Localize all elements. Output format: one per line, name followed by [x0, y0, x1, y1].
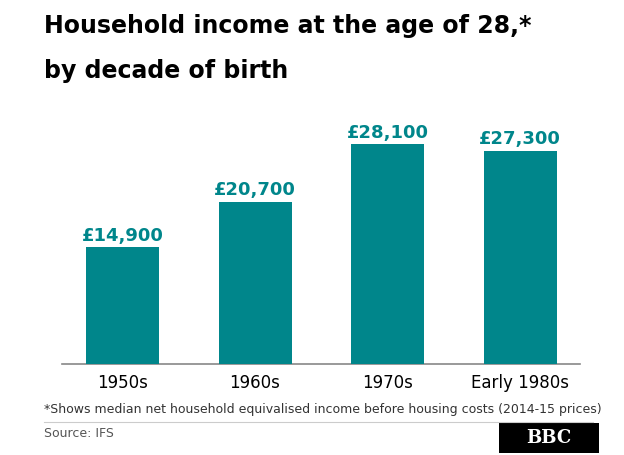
- Bar: [484, 151, 557, 364]
- Text: *Shows median net household equivalised income before housing costs (2014-15 pri: *Shows median net household equivalised …: [44, 403, 602, 416]
- Text: £20,700: £20,700: [214, 182, 296, 199]
- Text: Household income at the age of 28,*: Household income at the age of 28,*: [44, 14, 531, 38]
- Text: by decade of birth: by decade of birth: [44, 59, 288, 83]
- Text: £14,900: £14,900: [82, 227, 163, 245]
- Text: BBC: BBC: [527, 429, 572, 447]
- Bar: [218, 202, 291, 364]
- Bar: [86, 248, 159, 364]
- Text: Source: IFS: Source: IFS: [44, 427, 114, 440]
- Text: £27,300: £27,300: [479, 130, 561, 148]
- Bar: [351, 144, 424, 364]
- Text: £28,100: £28,100: [347, 123, 429, 142]
